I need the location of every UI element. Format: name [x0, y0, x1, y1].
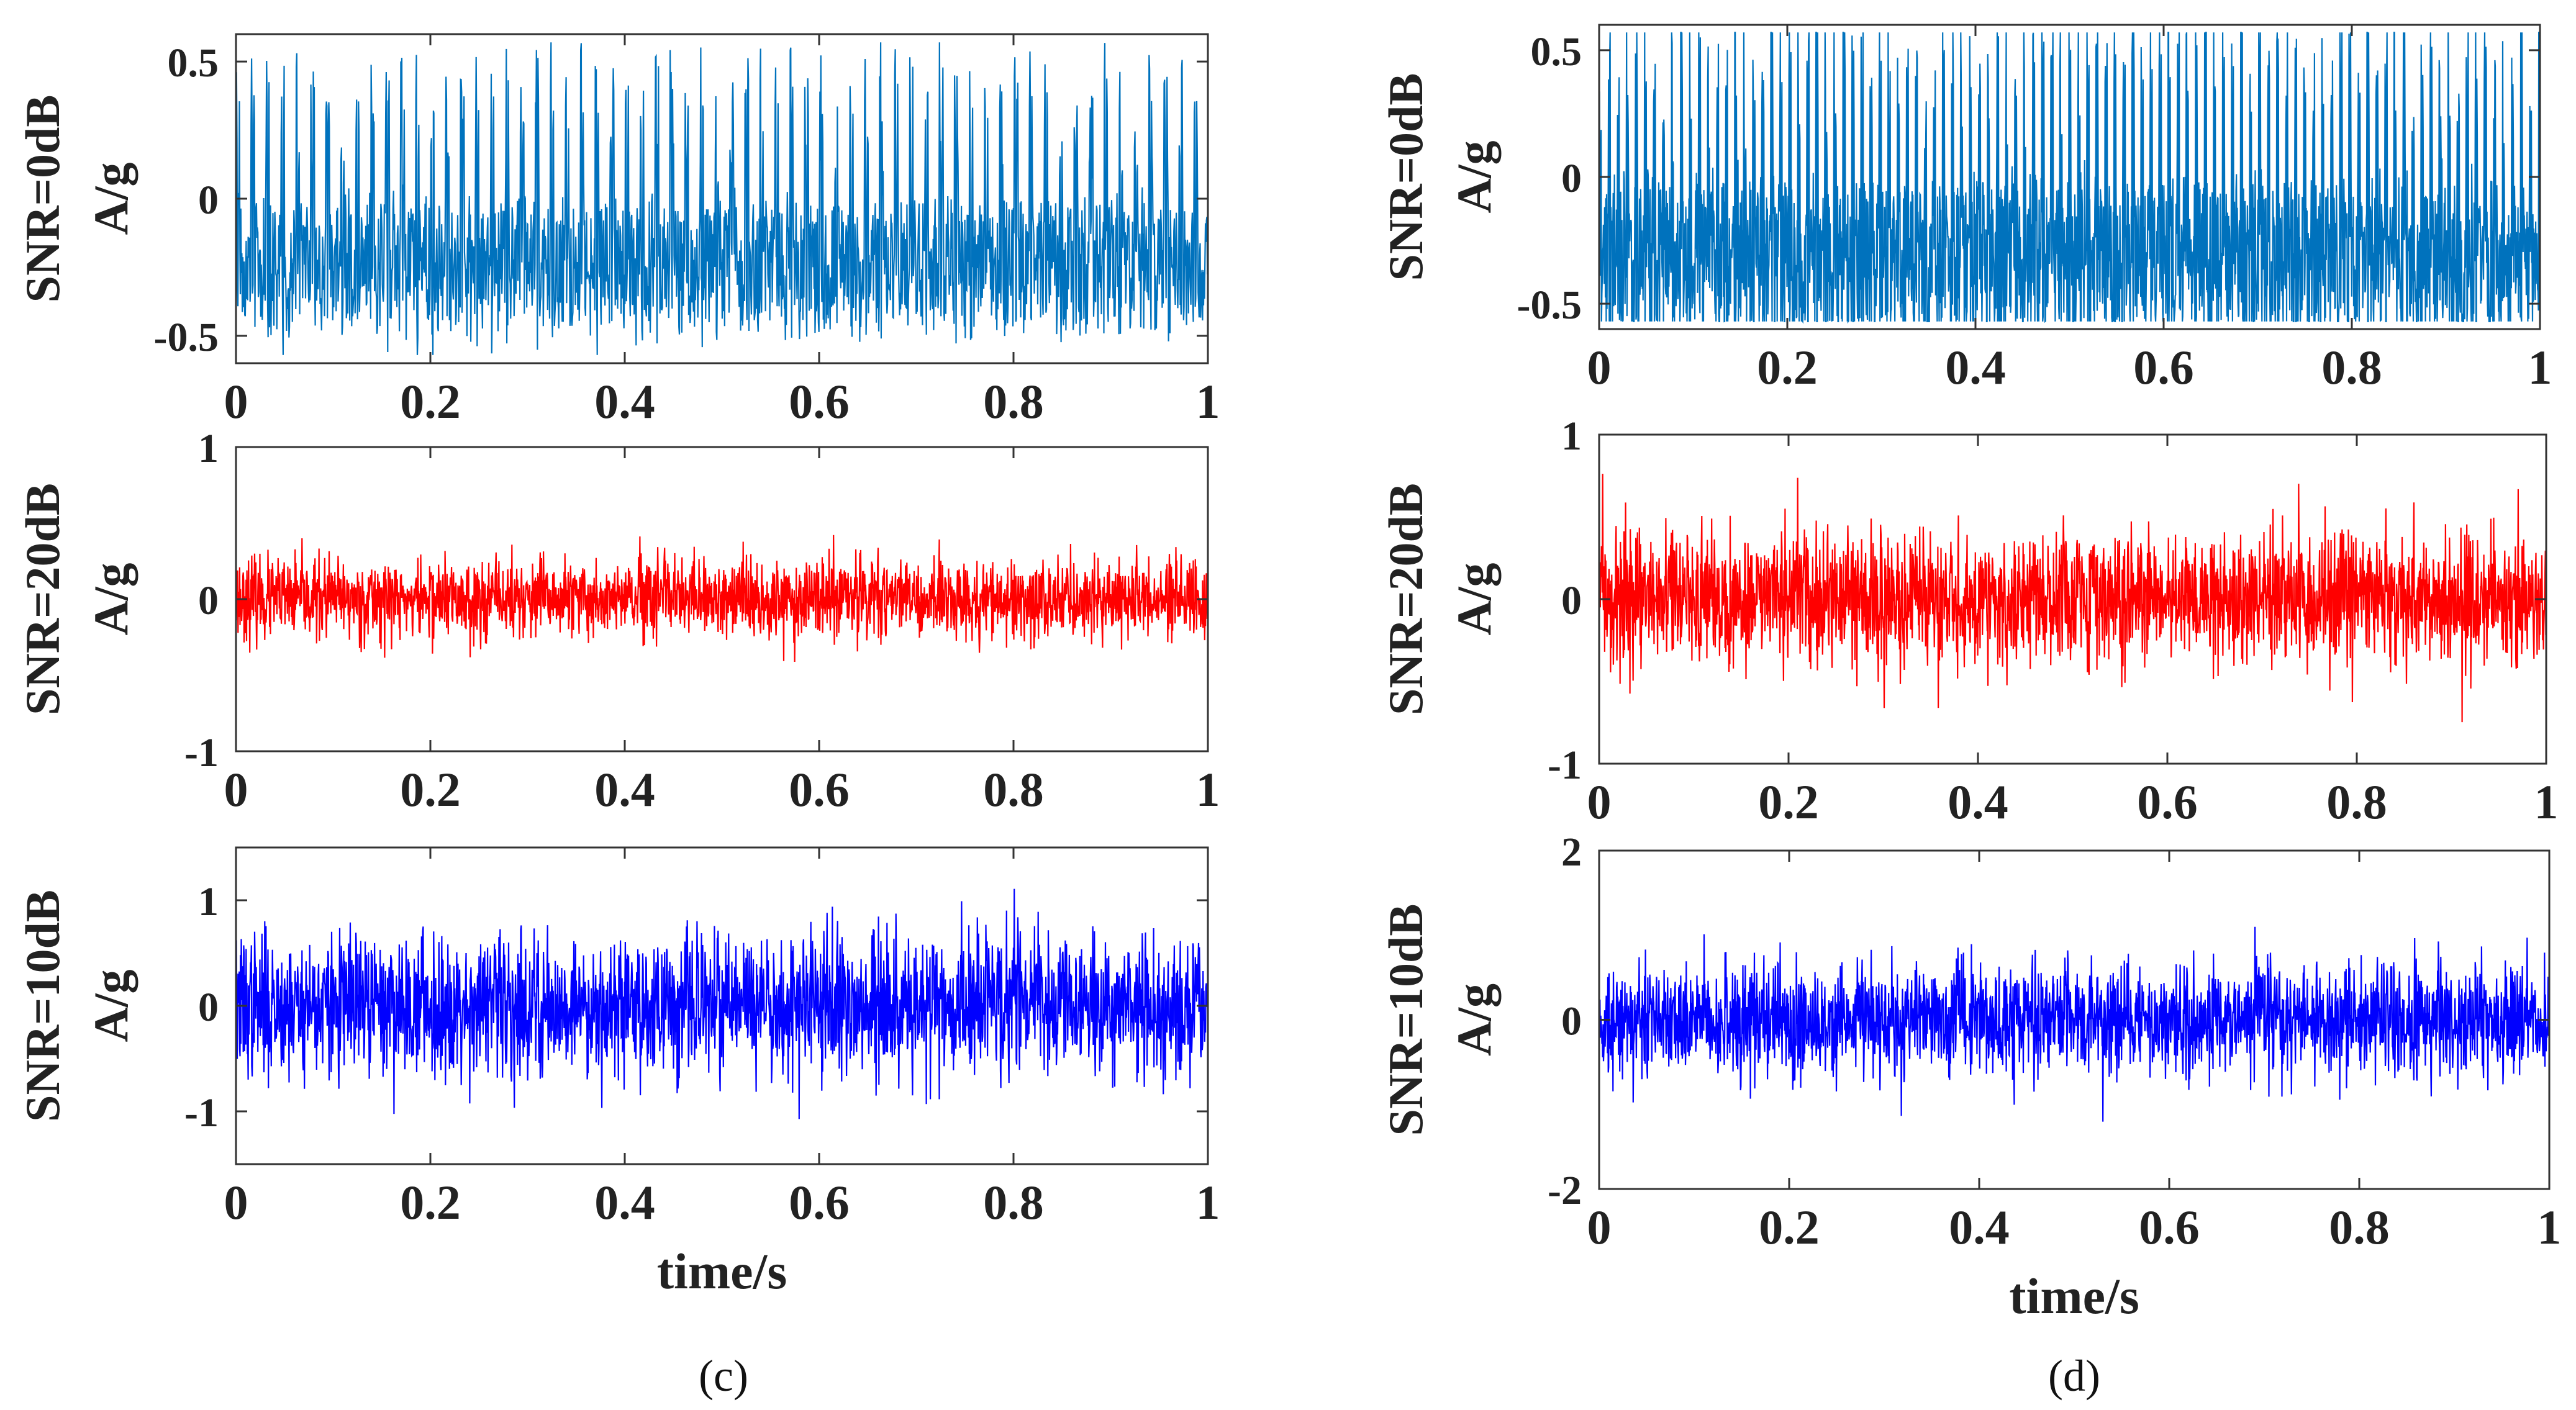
y-axis-label-unit: A/g: [84, 970, 138, 1042]
x-tick-label: 0.4: [1949, 1200, 2010, 1254]
x-tick-label: 0: [1587, 1200, 1612, 1254]
y-axis-label-snr: SNR=10dB: [1379, 904, 1433, 1136]
x-tick-label: 0.6: [789, 1175, 850, 1229]
x-tick-label: 0.8: [983, 374, 1044, 428]
signal-trace: [1598, 474, 2547, 723]
x-tick-label: 0.8: [2321, 340, 2382, 394]
x-tick-label: 0.4: [1945, 340, 2006, 394]
x-tick-label: 0.8: [983, 762, 1044, 816]
x-tick-label: 0.2: [1759, 1200, 1820, 1254]
x-tick-label: 0: [1587, 775, 1612, 829]
signal-trace: [1598, 926, 2551, 1122]
y-axis-label-snr: SNR=0dB: [1379, 73, 1433, 281]
y-tick-label: -1: [184, 1090, 219, 1136]
x-tick-label: 0.6: [2133, 340, 2194, 394]
y-tick-label: -2: [1548, 1168, 1582, 1213]
signal-trace: [235, 888, 1209, 1119]
x-tick-label: 0.6: [789, 374, 850, 428]
x-tick-label: 0.4: [594, 762, 655, 816]
x-tick-label: 0: [224, 374, 248, 428]
x-tick-label: 0.6: [2139, 1200, 2200, 1254]
x-tick-label: 0.8: [983, 1175, 1044, 1229]
y-tick-label: 2: [1561, 829, 1582, 875]
x-tick-label: 0: [224, 1175, 248, 1229]
y-tick-label: 1: [198, 879, 219, 924]
x-tick-label: 0.4: [594, 374, 655, 428]
y-tick-label: -1: [1548, 743, 1582, 788]
x-tick-label: 0.8: [2326, 775, 2387, 829]
y-tick-label: 0.5: [1531, 29, 1582, 75]
x-tick-label: 0: [224, 762, 248, 816]
y-tick-label: 1: [198, 426, 219, 471]
x-tick-label: 1: [1196, 1175, 1220, 1229]
x-tick-label: 0.2: [1758, 775, 1819, 829]
y-tick-label: -0.5: [1517, 282, 1582, 328]
y-tick-label: 0: [1561, 156, 1582, 201]
y-axis-label-snr: SNR=20dB: [16, 483, 70, 715]
x-tick-label: 1: [1196, 762, 1220, 816]
x-tick-label: 0: [1587, 340, 1612, 394]
x-tick-label: 0.2: [400, 374, 461, 428]
x-tick-label: 0.6: [2137, 775, 2198, 829]
y-tick-label: 0.5: [168, 40, 219, 86]
y-tick-label: 0: [198, 578, 219, 623]
y-axis-label-snr: SNR=10dB: [16, 890, 70, 1122]
x-tick-label: 0.6: [789, 762, 850, 816]
y-tick-label: 0: [198, 985, 219, 1030]
x-tick-label: 0.4: [1948, 775, 2008, 829]
y-tick-label: 1: [1561, 414, 1582, 459]
panel-caption-d: (d): [2048, 1351, 2100, 1401]
y-axis-label-snr: SNR=0dB: [16, 95, 70, 303]
x-tick-label: 1: [2528, 340, 2552, 394]
x-axis-label: time/s: [657, 1243, 787, 1299]
y-tick-label: -0.5: [154, 315, 219, 360]
signal-trace: [235, 535, 1209, 662]
y-axis-label-unit: A/g: [1447, 563, 1501, 636]
x-tick-label: 0.2: [1757, 340, 1818, 394]
x-tick-label: 1: [2537, 1200, 2562, 1254]
x-tick-label: 1: [1196, 374, 1220, 428]
y-axis-label-unit: A/g: [1447, 141, 1501, 214]
signal-trace: [235, 42, 1209, 355]
y-tick-label: 0: [1561, 578, 1582, 623]
y-axis-label-unit: A/g: [84, 163, 138, 235]
y-axis-label-unit: A/g: [1447, 983, 1501, 1056]
x-axis-label: time/s: [2009, 1268, 2139, 1324]
x-tick-label: 0.4: [594, 1175, 655, 1229]
panel-caption-c: (c): [699, 1351, 748, 1401]
x-tick-label: 0.2: [400, 762, 461, 816]
x-tick-label: 1: [2534, 775, 2559, 829]
signal-trace: [1598, 32, 2541, 324]
x-tick-label: 0.8: [2329, 1200, 2390, 1254]
y-tick-label: 0: [1561, 999, 1582, 1044]
y-axis-label-unit: A/g: [84, 563, 138, 636]
y-axis-label-snr: SNR=20dB: [1379, 483, 1433, 715]
x-tick-label: 0.2: [400, 1175, 461, 1229]
y-tick-label: 0: [198, 178, 219, 223]
y-tick-label: -1: [184, 730, 219, 775]
